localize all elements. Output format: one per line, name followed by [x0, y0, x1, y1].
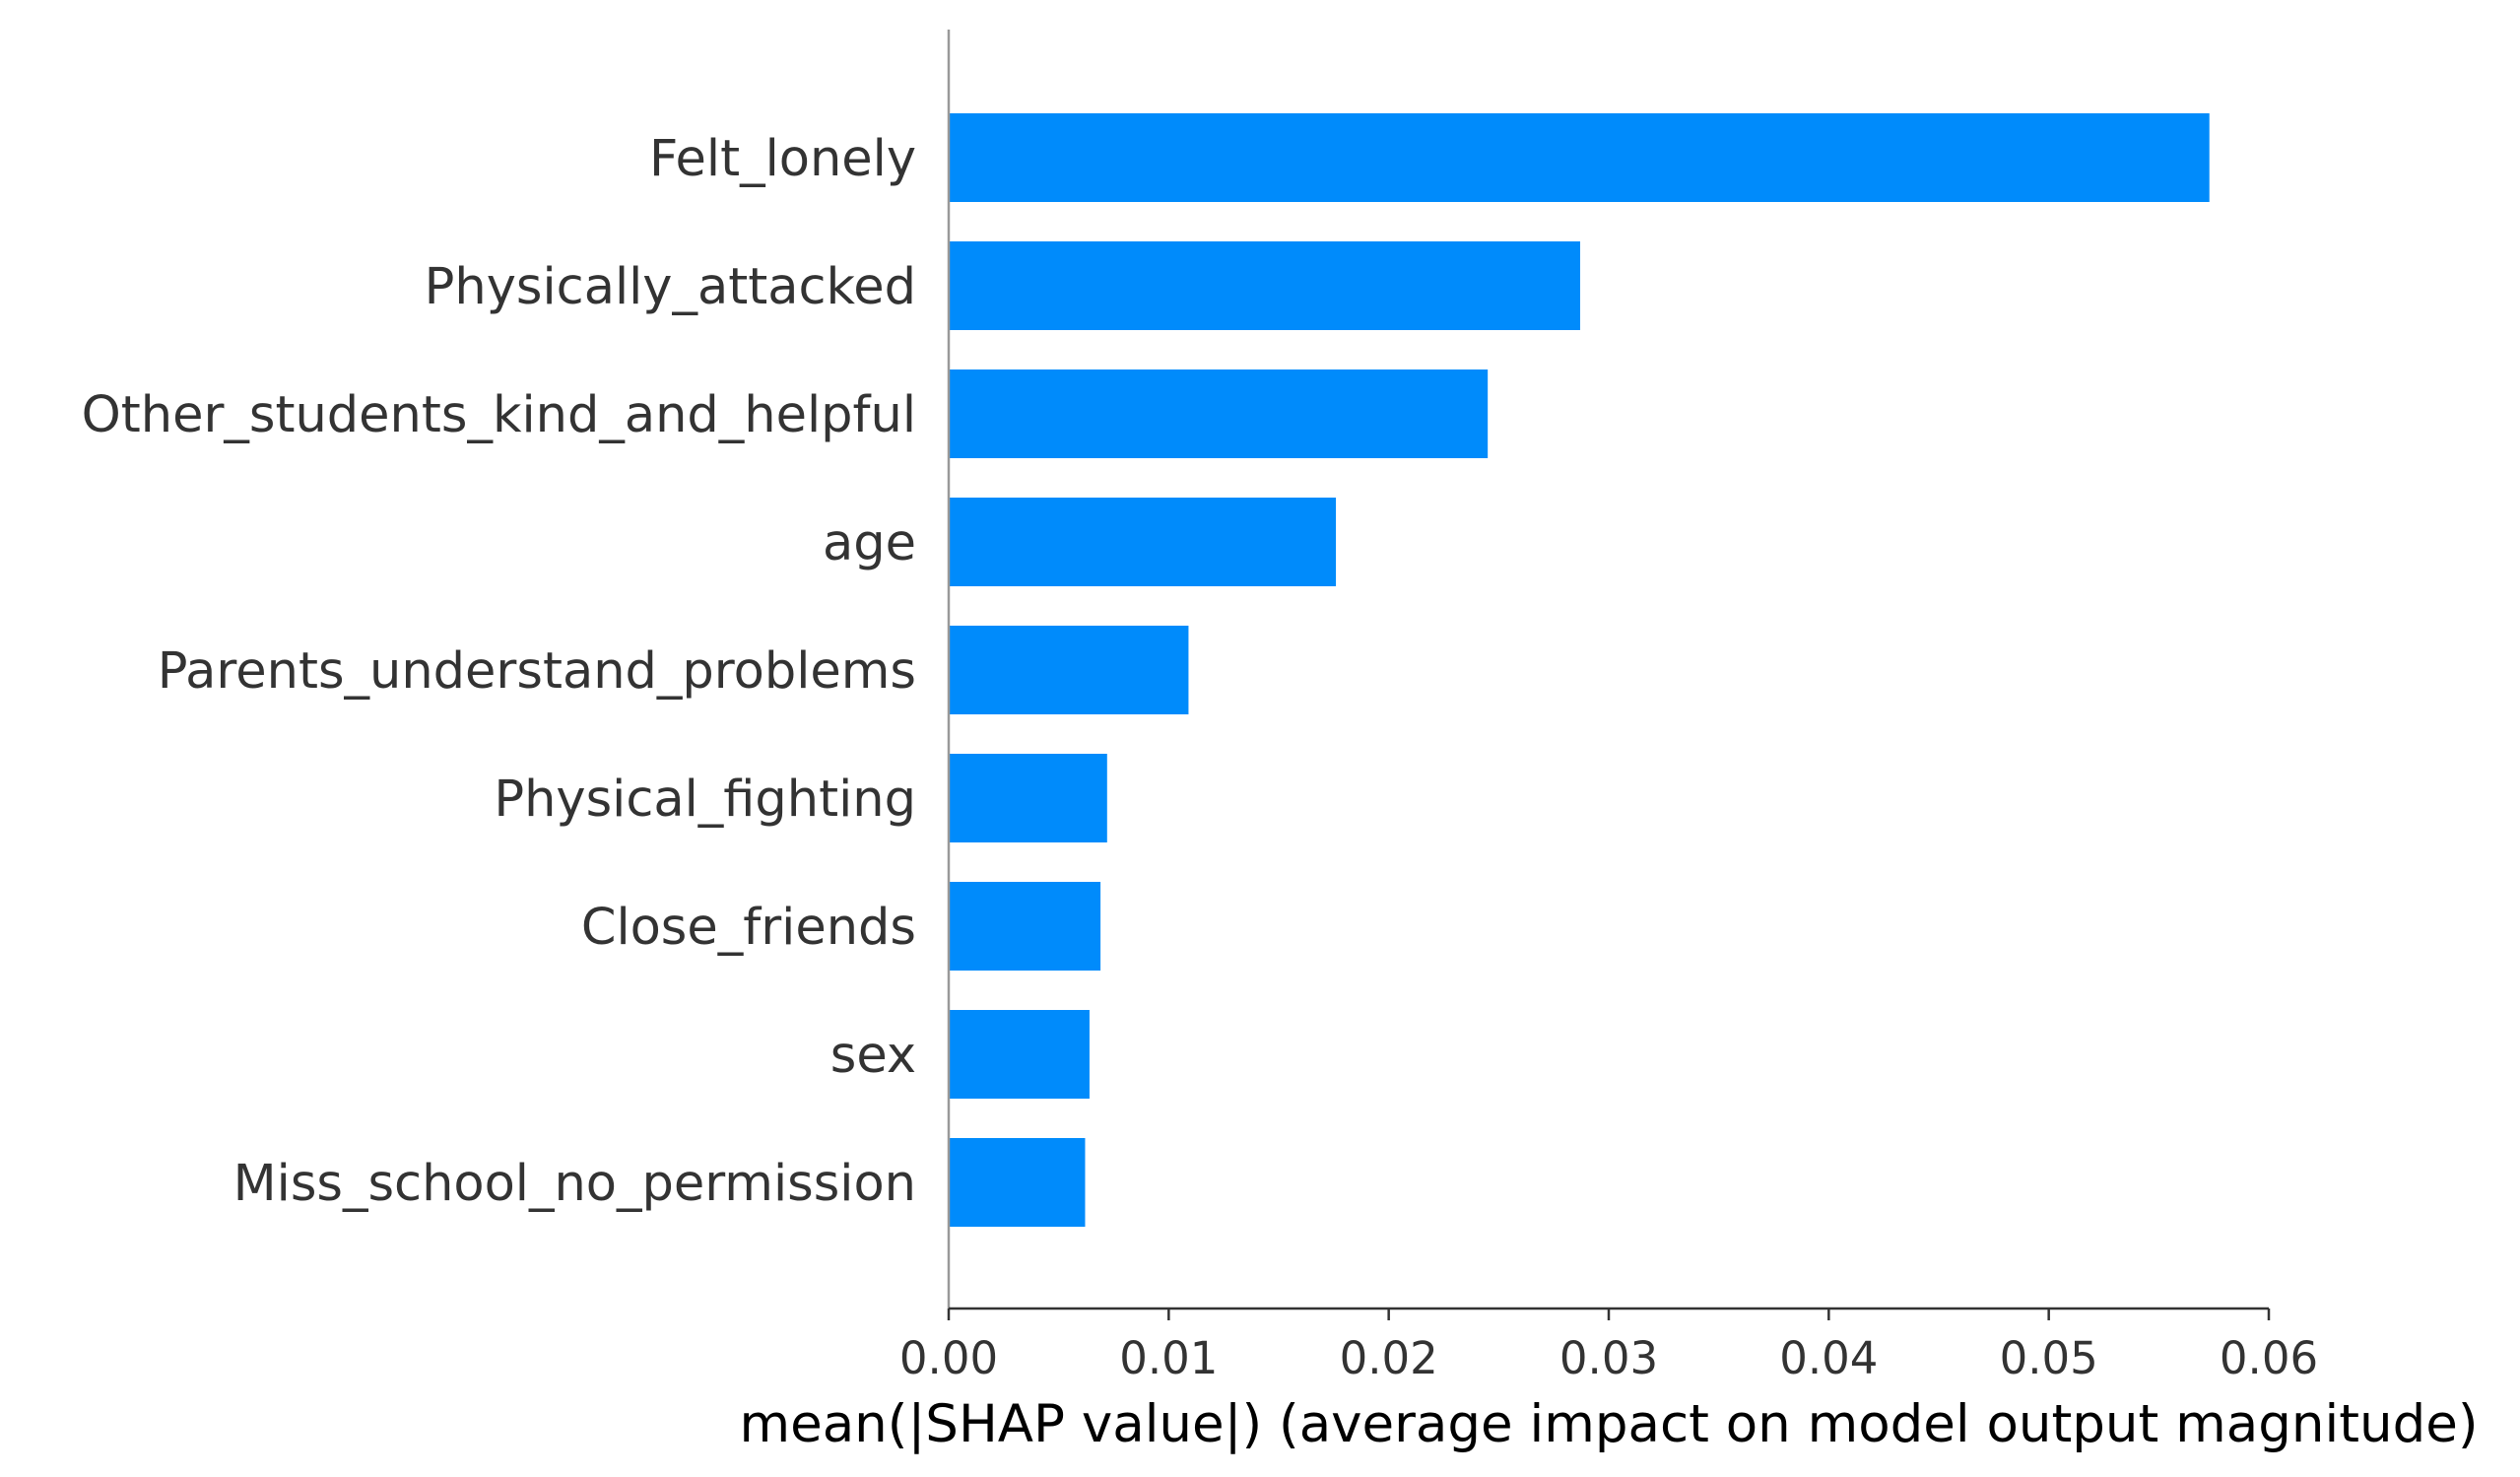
category-label: Physically_attacked [425, 258, 916, 316]
category-label: Felt_lonely [649, 130, 916, 188]
category-label: sex [830, 1027, 916, 1085]
category-label: age [823, 514, 916, 572]
bar-physically-attacked [949, 241, 1580, 330]
category-label: Other_students_kind_and_helpful [82, 386, 916, 444]
x-tick-label: 0.03 [1559, 1332, 1658, 1384]
bar-close-friends [949, 882, 1101, 971]
bar-parents-understand-problems [949, 626, 1189, 714]
category-label: Physical_fighting [494, 771, 916, 829]
category-label: Miss_school_no_permission [233, 1155, 916, 1213]
bar-physical-fighting [949, 754, 1107, 842]
x-axis-title: mean(|SHAP value|) (average impact on mo… [739, 1394, 2478, 1454]
x-tick-label: 0.00 [899, 1332, 998, 1384]
x-tick-label: 0.05 [2000, 1332, 2098, 1384]
bar-sex [949, 1010, 1090, 1099]
category-label: Parents_understand_problems [158, 642, 916, 701]
x-tick-label: 0.02 [1340, 1332, 1438, 1384]
bar-other-students-kind-and-helpful [949, 369, 1489, 458]
bar-miss-school-no-permission [949, 1138, 1086, 1227]
x-tick-label: 0.01 [1119, 1332, 1218, 1384]
x-ticks-group: 0.00 0.01 0.02 0.03 0.04 0.05 0.06 [899, 1309, 2318, 1384]
x-tick-label: 0.04 [1779, 1332, 1878, 1384]
x-tick-label: 0.06 [2220, 1332, 2318, 1384]
category-labels-group: Felt_lonely Physically_attacked Other_stud… [82, 130, 916, 1213]
category-label: Close_friends [581, 899, 916, 957]
bar-felt-lonely [949, 113, 2210, 202]
bar-age [949, 498, 1337, 586]
bars-group [949, 113, 2210, 1227]
